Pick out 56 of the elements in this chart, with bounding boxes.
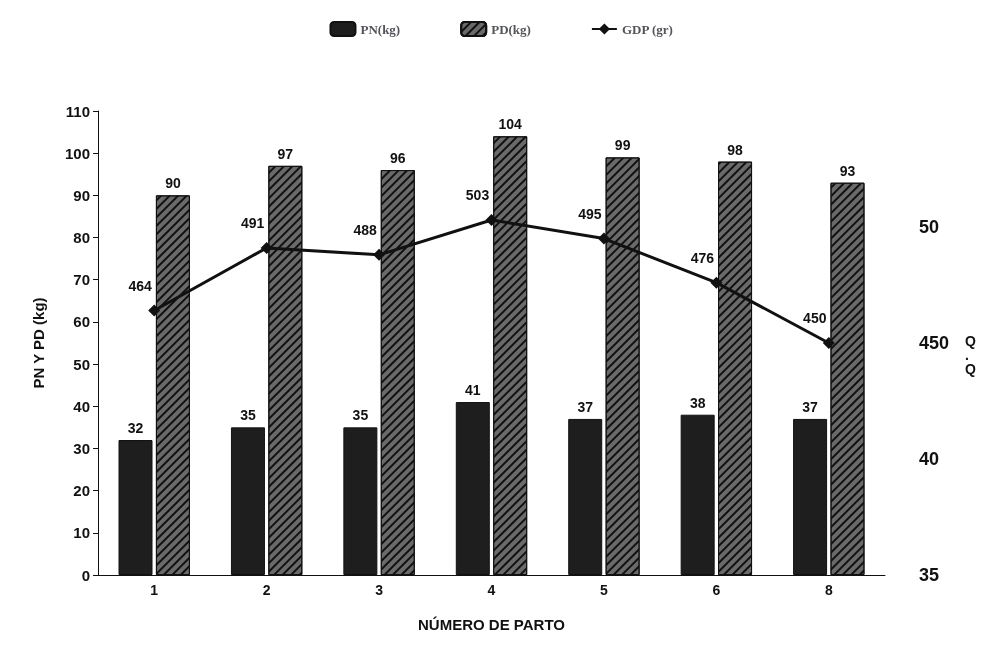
x-tick-label: 5 — [600, 582, 609, 598]
text: 35 — [919, 565, 940, 585]
y-tick-label: 50 — [73, 355, 90, 373]
data-label: 93 — [839, 162, 856, 179]
data-label: 503 — [465, 187, 490, 204]
x-tick-label: 3 — [375, 582, 384, 598]
data-label: 96 — [389, 150, 406, 167]
x-tick-label: 8 — [824, 582, 833, 598]
data-label: 450 — [803, 310, 827, 326]
y-tick-label: 20 — [73, 482, 90, 500]
text: 40 — [919, 449, 940, 469]
y-tick-label: 90 — [73, 186, 90, 204]
data-label: 90 — [165, 175, 181, 192]
data-label: 97 — [277, 145, 294, 162]
point — [485, 214, 498, 227]
data-label: 99 — [614, 137, 631, 154]
data-label: 32 — [127, 420, 144, 437]
point — [597, 232, 610, 245]
y-tick-label: 100 — [64, 144, 90, 162]
x-axis-title: NÚMERO DE PARTO — [418, 616, 566, 633]
x-tick-label: 1 — [150, 582, 159, 598]
y-tick-label: 80 — [73, 229, 90, 247]
data-label: 476 — [690, 249, 715, 266]
point — [373, 248, 386, 261]
point — [148, 304, 161, 317]
data-label: 104 — [498, 116, 523, 133]
y-tick-label: 70 — [73, 271, 90, 289]
y-axis-title: PN Y PD (kg) — [30, 297, 47, 389]
x-tick-label: 2 — [262, 582, 271, 598]
text: 50 — [919, 217, 940, 237]
x-tick-label: 4 — [487, 582, 496, 598]
data-label: 41 — [465, 382, 481, 399]
data-label: 35 — [352, 407, 369, 424]
x-tick-label: 6 — [712, 582, 721, 598]
y-tick-label: 10 — [73, 524, 90, 542]
y-tick-label: 110 — [65, 102, 90, 120]
data-label: 37 — [577, 398, 594, 415]
data-label: 35 — [240, 407, 256, 424]
y-tick-label: 30 — [73, 439, 90, 457]
text: Q.Q — [965, 333, 976, 377]
text: 450 — [919, 333, 950, 353]
point — [710, 276, 723, 289]
data-label: 495 — [578, 205, 602, 222]
legend-label: GDP (gr) — [621, 21, 673, 37]
data-label: 37 — [802, 398, 819, 415]
data-label: 98 — [727, 141, 744, 158]
data-label: 38 — [689, 394, 706, 411]
data-label: 488 — [353, 221, 377, 238]
y-tick-label: 0 — [81, 566, 90, 584]
legend-label: PD(kg) — [491, 21, 531, 37]
data-label: 464 — [128, 277, 153, 294]
data-label: 491 — [240, 214, 265, 231]
point — [822, 337, 835, 349]
legend-label: PN(kg) — [360, 21, 401, 37]
y-tick-label: 60 — [73, 313, 90, 331]
y-tick-label: 40 — [73, 397, 90, 415]
